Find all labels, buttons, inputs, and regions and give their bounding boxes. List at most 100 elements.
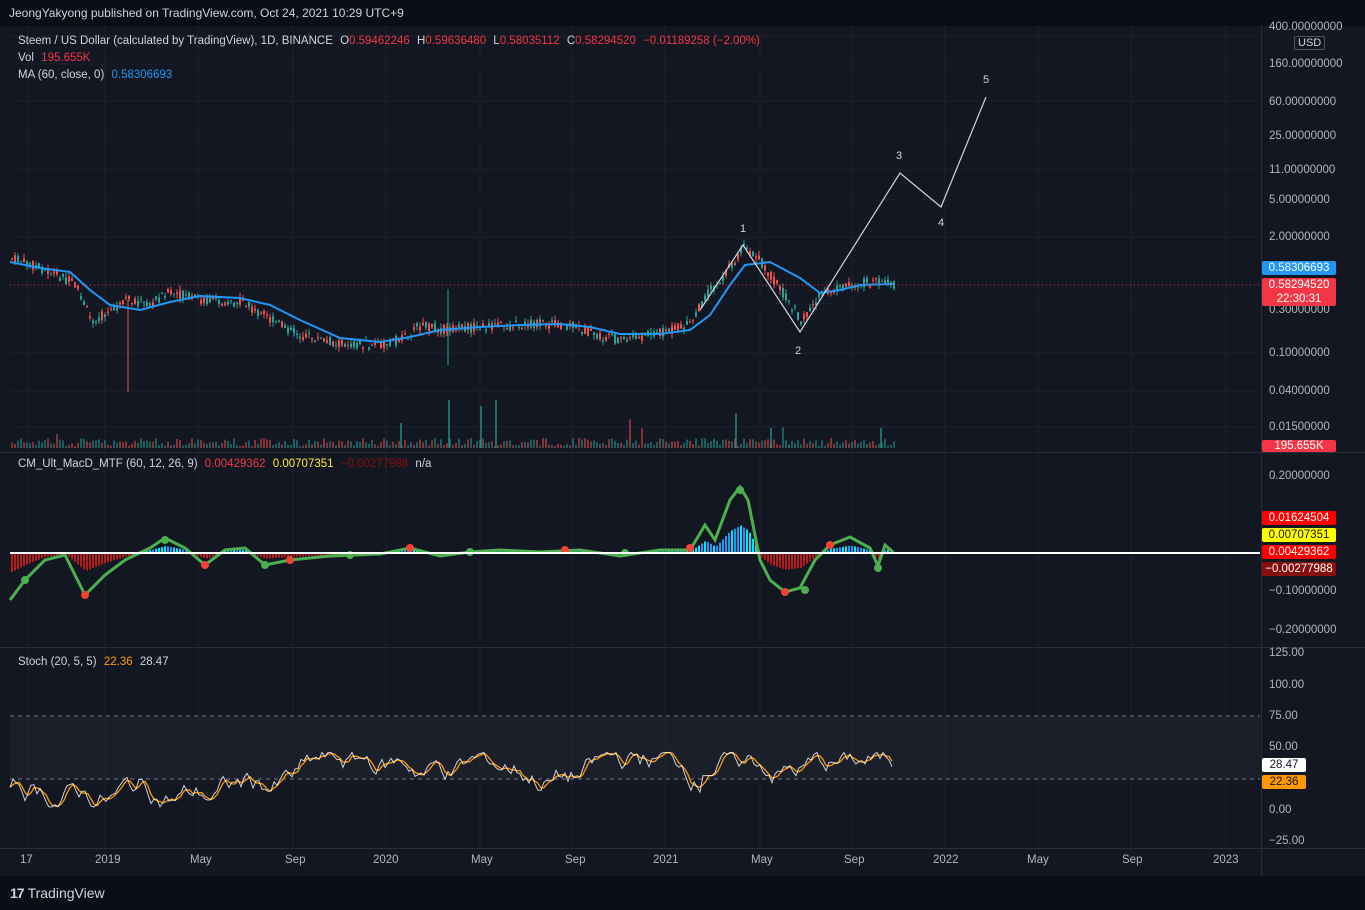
pane-divider-2[interactable] — [0, 647, 1365, 648]
candle-body — [842, 284, 844, 290]
macd-cross-dot — [81, 591, 89, 599]
macd-histogram-bar — [146, 550, 148, 553]
macd-tag-3: 0.00429362 — [1262, 545, 1336, 559]
candle-body — [68, 276, 70, 282]
volume-bar — [41, 442, 43, 448]
macd-histogram-bar — [677, 550, 679, 553]
volume-bar — [44, 440, 46, 448]
volume-bar — [752, 439, 754, 448]
volume-bar — [233, 438, 235, 448]
macd-value-1: 0.00429362 — [204, 458, 266, 470]
candle-body — [848, 282, 850, 287]
volume-bar — [869, 442, 871, 448]
candle-body — [11, 258, 13, 260]
volume-bar — [641, 428, 643, 448]
macd-histogram-bar — [617, 553, 619, 556]
macd-histogram-bar — [812, 553, 814, 560]
macd-histogram-bar — [791, 553, 793, 569]
macd-histogram-bar — [860, 547, 862, 553]
volume-bar — [716, 440, 718, 448]
macd-histogram-bar — [17, 553, 19, 570]
volume-bar — [476, 440, 478, 448]
macd-histogram-bar — [797, 553, 799, 569]
macd-histogram-bar — [695, 547, 697, 553]
macd-histogram-bar — [668, 550, 670, 553]
candle-body — [560, 322, 562, 329]
macd-histogram-bar — [674, 550, 676, 553]
candle-body — [779, 286, 781, 291]
volume-bar — [602, 443, 604, 448]
candle-body — [47, 269, 49, 275]
candle-body — [791, 309, 793, 312]
macd-histogram-bar — [863, 548, 865, 553]
volume-bar — [329, 441, 331, 448]
volume-bar — [824, 445, 826, 448]
volume-bar — [521, 442, 523, 448]
volume-bar — [692, 444, 694, 448]
candle-body — [497, 322, 499, 327]
macd-histogram-bar — [260, 553, 262, 558]
candle-body — [602, 340, 604, 342]
volume-bar — [776, 444, 778, 448]
candle-body — [782, 288, 784, 298]
macd-histogram-bar — [770, 553, 772, 565]
volume-bar — [353, 445, 355, 448]
volume-bar — [365, 442, 367, 448]
volume-bar — [662, 439, 664, 448]
volume-bar — [146, 440, 148, 448]
candle-body — [428, 323, 430, 332]
symbol-legend[interactable]: Steem / US Dollar (calculated by Trading… — [18, 35, 764, 47]
macd-histogram-bar — [173, 547, 175, 553]
macd-histogram-bar — [332, 553, 334, 556]
macd-histogram-bar — [194, 553, 196, 556]
volume-bar — [695, 438, 697, 448]
high-label: H — [417, 35, 426, 47]
volume-bar — [170, 445, 172, 448]
volume-bar — [446, 443, 448, 448]
volume-bar — [536, 440, 538, 448]
volume-bar — [542, 438, 544, 448]
volume-bar — [257, 443, 259, 448]
volume-bar — [212, 442, 214, 448]
candle-body — [794, 306, 796, 308]
volume-bar — [836, 441, 838, 448]
macd-histogram-bar — [335, 553, 337, 556]
stoch-legend[interactable]: Stoch (20, 5, 5) 22.36 28.47 — [18, 656, 173, 668]
macd-legend[interactable]: CM_Ult_MacD_MTF (60, 12, 26, 9) 0.004293… — [18, 458, 435, 470]
candle-body — [530, 319, 532, 328]
macd-histogram-bar — [839, 547, 841, 553]
macd-histogram-bar — [257, 553, 259, 557]
volume-bar — [629, 419, 631, 448]
candle-body — [260, 312, 262, 314]
candle-body — [224, 303, 226, 305]
currency-button[interactable]: USD — [1294, 36, 1326, 50]
macd-histogram-bar — [338, 553, 340, 556]
tv-logo-icon: 17 — [10, 885, 25, 901]
candle-body — [356, 342, 358, 349]
ma-legend[interactable]: MA (60, close, 0) 0.58306693 — [18, 69, 176, 81]
volume-bar — [38, 440, 40, 448]
candle-body — [617, 337, 619, 344]
tradingview-logo[interactable]: 17 TradingView — [10, 885, 105, 901]
volume-bar — [788, 444, 790, 448]
pane-divider-1[interactable] — [0, 452, 1365, 453]
volume-bar — [266, 439, 268, 448]
candle-body — [77, 285, 79, 289]
macd-cross-dot — [826, 541, 834, 549]
volume-bar — [14, 443, 16, 448]
open-value: 0.59462246 — [349, 35, 410, 47]
volume-bar — [119, 441, 121, 448]
macd-cross-dot — [686, 544, 694, 552]
candle-body — [539, 319, 541, 327]
macd-histogram-bar — [113, 553, 115, 561]
candle-body — [155, 296, 157, 300]
candle-body — [50, 274, 52, 276]
candle-body — [737, 253, 739, 260]
volume-legend[interactable]: Vol 195.655K — [18, 52, 94, 64]
volume-bar — [578, 438, 580, 448]
volume-bar — [215, 441, 217, 448]
candle-body — [272, 316, 274, 322]
volume-bar — [89, 442, 91, 448]
macd-histogram-bar — [800, 553, 802, 568]
